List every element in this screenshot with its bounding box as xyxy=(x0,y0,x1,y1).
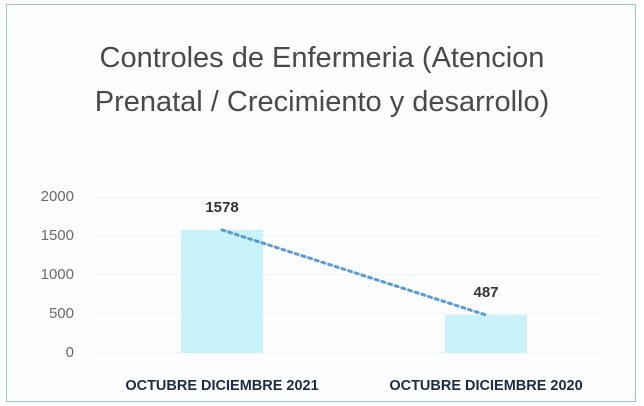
trendline xyxy=(220,228,488,317)
data-label: 1578 xyxy=(205,199,238,216)
x-tick-label: OCTUBRE DICIEMBRE 2021 xyxy=(125,378,318,394)
y-tick-label: 500 xyxy=(49,305,74,322)
x-tick-label: OCTUBRE DICIEMBRE 2020 xyxy=(389,378,582,394)
chart-frame xyxy=(6,4,636,402)
bar xyxy=(181,229,263,353)
y-tick-label: 2000 xyxy=(41,188,74,205)
bar xyxy=(445,315,527,353)
y-tick-label: 1000 xyxy=(41,266,74,283)
y-tick-label: 1500 xyxy=(41,227,74,244)
chart-title: Controles de Enfermeria (Atencion Prenat… xyxy=(94,42,550,118)
data-label: 487 xyxy=(473,284,498,301)
y-tick-label: 0 xyxy=(66,344,74,361)
